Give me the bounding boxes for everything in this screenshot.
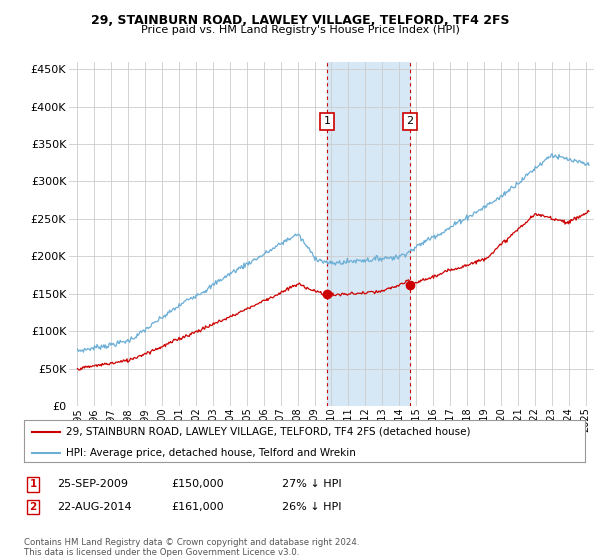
Text: 29, STAINBURN ROAD, LAWLEY VILLAGE, TELFORD, TF4 2FS: 29, STAINBURN ROAD, LAWLEY VILLAGE, TELF… (91, 14, 509, 27)
Text: 22-AUG-2014: 22-AUG-2014 (57, 502, 131, 512)
Text: Price paid vs. HM Land Registry's House Price Index (HPI): Price paid vs. HM Land Registry's House … (140, 25, 460, 35)
Text: 2: 2 (29, 502, 37, 512)
Text: 27% ↓ HPI: 27% ↓ HPI (282, 479, 341, 489)
Text: 25-SEP-2009: 25-SEP-2009 (57, 479, 128, 489)
Text: 2: 2 (407, 116, 413, 127)
Bar (327, 62, 410, 406)
Text: 1: 1 (323, 116, 331, 127)
Text: £150,000: £150,000 (171, 479, 224, 489)
Text: HPI: Average price, detached house, Telford and Wrekin: HPI: Average price, detached house, Telf… (66, 448, 356, 458)
Text: 26% ↓ HPI: 26% ↓ HPI (282, 502, 341, 512)
Text: 1: 1 (29, 479, 37, 489)
Text: 29, STAINBURN ROAD, LAWLEY VILLAGE, TELFORD, TF4 2FS (detached house): 29, STAINBURN ROAD, LAWLEY VILLAGE, TELF… (66, 427, 470, 437)
Text: £161,000: £161,000 (171, 502, 224, 512)
Text: Contains HM Land Registry data © Crown copyright and database right 2024.
This d: Contains HM Land Registry data © Crown c… (24, 538, 359, 557)
